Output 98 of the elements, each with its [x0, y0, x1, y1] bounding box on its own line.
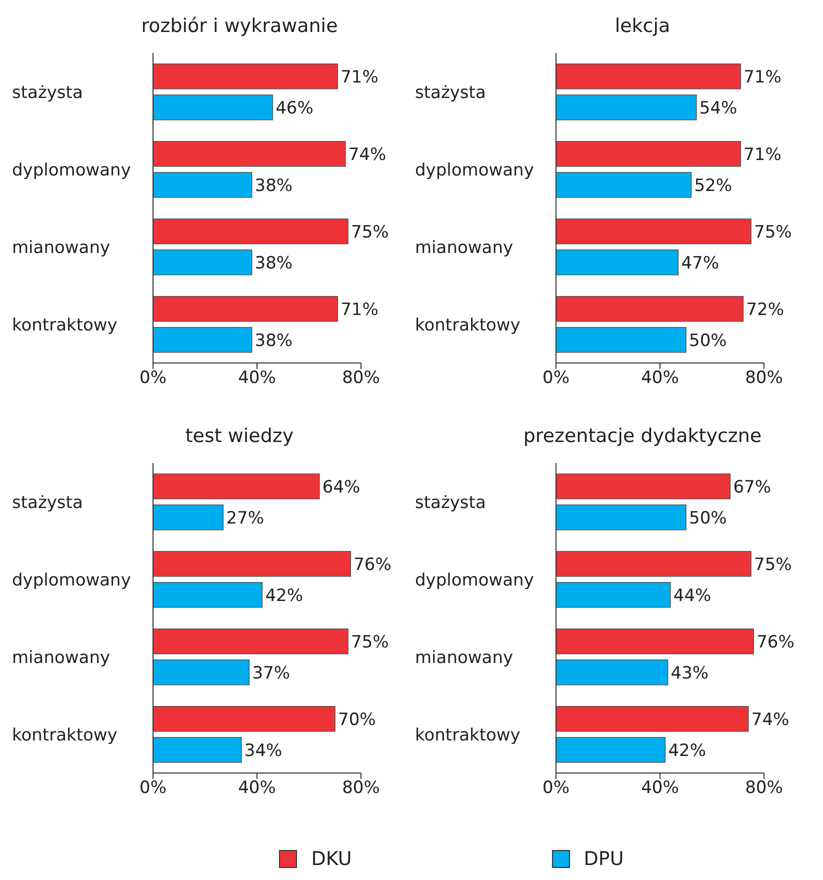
- x-tick-label: 80%: [745, 368, 783, 388]
- bar: [556, 296, 744, 322]
- x-tick-label: 80%: [342, 778, 380, 798]
- bar: [556, 706, 749, 732]
- y-tick-label: dyplomowany: [12, 160, 131, 180]
- bar: [153, 63, 338, 90]
- data-label: 38%: [254, 330, 293, 351]
- x-tick-label: 40%: [641, 368, 679, 388]
- bar: [153, 140, 346, 167]
- data-label: 42%: [265, 586, 303, 606]
- chart-title: rozbiór i wykrawanie: [140, 14, 339, 39]
- data-label: 37%: [252, 663, 290, 684]
- bar: [153, 706, 336, 732]
- legend-label: DPU: [584, 848, 624, 870]
- y-tick-label: stażysta: [415, 82, 486, 103]
- y-tick-label: kontraktowy: [12, 315, 118, 336]
- bar: [153, 94, 273, 120]
- y-tick-label: stażysta: [415, 492, 486, 513]
- chart-title: prezentacje dydaktyczne: [522, 424, 763, 449]
- data-label: 71%: [340, 67, 378, 88]
- data-label: 42%: [668, 740, 706, 761]
- bar: [556, 582, 671, 608]
- bar: [556, 63, 741, 90]
- y-tick-label: dyplomowany: [415, 570, 534, 590]
- bar: [556, 504, 686, 530]
- data-label: 43%: [670, 663, 709, 684]
- y-tick-label: kontraktowy: [12, 725, 118, 746]
- bar: [153, 550, 351, 577]
- bar: [556, 659, 668, 686]
- y-tick-label: mianowany: [415, 238, 514, 258]
- bar: [153, 249, 252, 276]
- data-label: 54%: [699, 98, 738, 118]
- data-label: 75%: [754, 554, 792, 575]
- bar: [556, 249, 679, 276]
- x-tick-label: 40%: [238, 368, 276, 388]
- data-label: 71%: [744, 67, 782, 88]
- bar: [153, 736, 242, 763]
- bar: [556, 736, 666, 763]
- bar: [556, 218, 752, 244]
- x-tick-label: 0%: [140, 368, 166, 388]
- x-tick-label: 0%: [542, 368, 570, 388]
- x-tick-label: 0%: [542, 778, 570, 798]
- data-label: 50%: [689, 330, 727, 351]
- data-label: 72%: [746, 300, 784, 320]
- bar: [153, 218, 348, 244]
- data-label: 44%: [673, 586, 712, 606]
- y-tick-label: mianowany: [415, 648, 514, 668]
- bar: [153, 172, 252, 198]
- chart-title: test wiedzy: [184, 424, 295, 449]
- bar: [153, 504, 224, 530]
- y-tick-label: mianowany: [12, 648, 110, 668]
- bar: [153, 628, 348, 654]
- data-label: 76%: [756, 632, 794, 652]
- bar: [556, 326, 686, 353]
- x-tick-label: 80%: [745, 778, 783, 798]
- data-label: 34%: [244, 740, 282, 761]
- y-tick-label: stażysta: [12, 82, 83, 103]
- data-label: 75%: [351, 222, 389, 242]
- data-label: 71%: [744, 144, 782, 165]
- data-label: 71%: [340, 300, 378, 320]
- bar: [556, 94, 697, 120]
- data-label: 64%: [322, 477, 360, 498]
- x-tick-label: 40%: [641, 778, 679, 798]
- data-label: 76%: [354, 554, 392, 575]
- data-label: 52%: [694, 176, 732, 196]
- data-label: 46%: [276, 98, 314, 118]
- y-tick-label: kontraktowy: [415, 315, 520, 336]
- data-label: 38%: [254, 176, 293, 196]
- bar: [556, 550, 752, 577]
- data-label: 27%: [226, 508, 264, 528]
- data-label: 74%: [348, 144, 386, 165]
- y-tick-label: mianowany: [12, 238, 110, 258]
- data-label: 50%: [689, 508, 727, 528]
- bar: [556, 628, 754, 654]
- bar: [153, 659, 250, 686]
- bar: [153, 326, 252, 353]
- legend-label: DKU: [311, 848, 352, 870]
- bar: [153, 296, 338, 322]
- y-tick-label: stażysta: [12, 492, 83, 513]
- x-tick-label: 0%: [140, 778, 166, 798]
- data-label: 74%: [751, 710, 790, 730]
- data-label: 75%: [754, 222, 792, 242]
- data-label: 75%: [351, 632, 389, 652]
- data-label: 67%: [733, 477, 771, 498]
- data-label: 70%: [338, 710, 376, 730]
- bar: [153, 473, 320, 500]
- chart-title: lekcja: [614, 14, 672, 39]
- x-tick-label: 80%: [342, 368, 380, 388]
- data-label: 38%: [254, 253, 293, 274]
- bar: [556, 140, 741, 167]
- bar: [556, 473, 731, 500]
- y-tick-label: dyplomowany: [415, 160, 534, 180]
- y-tick-label: kontraktowy: [415, 725, 520, 746]
- y-tick-label: dyplomowany: [12, 570, 131, 590]
- bar: [153, 582, 263, 608]
- x-tick-label: 40%: [238, 778, 276, 798]
- data-label: 47%: [681, 253, 719, 274]
- bar: [556, 172, 692, 198]
